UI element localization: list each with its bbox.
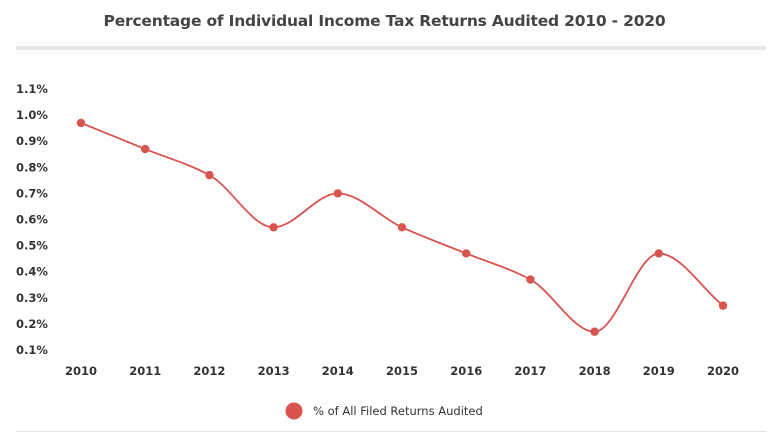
- data-point[interactable]: [526, 275, 535, 284]
- legend-label[interactable]: % of All Filed Returns Audited: [313, 404, 483, 418]
- y-axis: 0.1% 0.2% 0.3% 0.4% 0.5% 0.6% 0.7% 0.8% 0.9% 1.0%…: [16, 82, 48, 357]
- y-tick-label: 0.3%: [16, 291, 48, 305]
- data-point[interactable]: [462, 249, 471, 258]
- legend-marker[interactable]: [285, 402, 303, 420]
- y-tick-label: 0.2%: [16, 317, 48, 331]
- data-point[interactable]: [76, 118, 86, 128]
- x-tick-label: 2013: [258, 364, 290, 378]
- data-point[interactable]: [205, 170, 214, 180]
- x-tick-label: 2011: [129, 364, 161, 378]
- y-tick-label: 1.1%: [16, 82, 48, 96]
- x-tick-label: 2010: [65, 364, 97, 378]
- y-tick-label: 0.8%: [16, 160, 48, 174]
- x-tick-label: 2012: [193, 364, 225, 378]
- data-point[interactable]: [269, 223, 278, 232]
- x-tick-label: 2016: [450, 364, 482, 378]
- data-point[interactable]: [718, 301, 728, 310]
- data-point[interactable]: [654, 249, 663, 258]
- x-tick-label: 2020: [707, 364, 739, 378]
- y-tick-label: 0.1%: [16, 343, 48, 357]
- y-tick-label: 1.0%: [16, 108, 48, 122]
- x-tick-label: 2014: [322, 364, 354, 378]
- x-tick-label: 2017: [514, 364, 546, 378]
- y-tick-label: 0.6%: [16, 213, 48, 227]
- y-tick-label: 0.7%: [16, 186, 48, 200]
- y-tick-label: 0.4%: [16, 265, 48, 279]
- data-point[interactable]: [333, 189, 342, 198]
- data-point[interactable]: [141, 144, 150, 154]
- x-tick-label: 2018: [579, 364, 611, 378]
- chart-title: Percentage of Individual Income Tax Retu…: [103, 12, 666, 30]
- x-tick-label: 2019: [643, 364, 675, 378]
- legend: % of All Filed Returns Audited: [285, 402, 483, 420]
- data-point[interactable]: [590, 327, 599, 336]
- title-divider: [16, 46, 766, 50]
- series-group: [76, 118, 728, 336]
- y-tick-label: 0.5%: [16, 239, 48, 253]
- bottom-divider: [16, 431, 766, 432]
- y-tick-label: 0.9%: [16, 134, 48, 148]
- x-axis: 2010 2011 2012 2013 2014 2015 2016 2017 2018 2019…: [65, 364, 739, 378]
- data-point[interactable]: [397, 223, 407, 232]
- x-tick-label: 2015: [386, 364, 418, 378]
